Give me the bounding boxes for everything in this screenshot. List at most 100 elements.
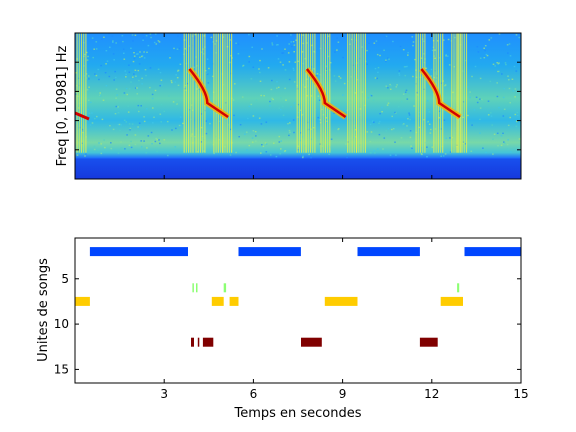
spectrogram-speckle [248, 105, 251, 108]
spectrogram-speckle [206, 73, 209, 75]
spectrogram-speckle [516, 114, 519, 117]
spectrogram-speckle [152, 107, 154, 109]
spectrogram-speckle [280, 109, 282, 111]
spectrogram-speckle [492, 153, 494, 155]
spectrogram-speckle [426, 100, 429, 102]
spectrogram-speckle [190, 135, 193, 137]
spectrogram-speckle [222, 83, 225, 86]
spectrogram-speckle [379, 120, 381, 123]
spectrogram-speckle [427, 108, 430, 111]
spectrogram-speckle [372, 99, 375, 101]
spectrogram-speckle [366, 49, 368, 52]
spectrogram-speckle [502, 115, 505, 117]
spectrogram-speckle [325, 69, 327, 72]
spectrogram-speckle [431, 49, 434, 52]
spectrogram-speckle [84, 155, 86, 157]
spectrogram-speckle [502, 96, 505, 99]
spectrogram-speckle [94, 73, 96, 75]
spectrogram-speckle [509, 55, 512, 57]
spectrogram-speckle [302, 156, 304, 159]
spectrogram-speckle [355, 129, 357, 131]
spectrogram-speckle [317, 95, 320, 97]
spectrogram-burst [314, 33, 316, 153]
spectrogram-speckle [259, 59, 261, 62]
spectrogram-speckle [505, 132, 508, 134]
raster-bar-unit-7-5 [229, 296, 239, 306]
spectrogram-speckle [199, 149, 201, 151]
spectrogram-speckle [267, 67, 270, 69]
spectrogram-burst [417, 33, 419, 153]
spectrogram-burst [451, 33, 453, 153]
spectrogram-speckle [310, 95, 313, 97]
spectrogram-speckle [261, 144, 263, 146]
spectrogram-speckle [206, 58, 209, 60]
spectrogram-speckle [259, 71, 261, 74]
spectrogram-speckle [178, 124, 181, 127]
spectrogram-speckle [444, 85, 446, 87]
spectrogram-speckle [255, 99, 258, 101]
spectrogram-speckle [151, 93, 154, 96]
spectrogram-speckle [369, 152, 372, 154]
spectrogram-speckle [146, 147, 148, 149]
spectrogram-speckle [470, 150, 473, 152]
spectrogram-speckle [518, 36, 520, 39]
raster-bar-unit-7-5 [440, 296, 462, 306]
spectrogram-speckle [395, 154, 397, 156]
spectrogram-speckle [469, 96, 471, 99]
spectrogram-speckle [506, 44, 509, 46]
spectrogram-speckle [263, 95, 265, 97]
spectrogram-speckle [200, 113, 203, 115]
spectrogram-speckle [160, 121, 162, 123]
spectrogram-speckle [90, 101, 92, 104]
spectrogram-burst [301, 33, 303, 153]
spectrogram-speckle [359, 114, 361, 116]
spectrogram-speckle [374, 67, 377, 70]
spectrogram-speckle [445, 55, 447, 57]
spectrogram-speckle [133, 73, 135, 75]
spectrogram-speckle [141, 33, 144, 36]
spectrogram-speckle [163, 139, 166, 141]
spectrogram-speckle [247, 117, 249, 120]
spectrogram-speckle [87, 99, 90, 101]
spectrogram-speckle [443, 119, 446, 121]
spectrogram-speckle [128, 123, 131, 125]
spectrogram-speckle [284, 87, 286, 90]
spectrogram-speckle [96, 115, 98, 118]
spectrogram-speckle [169, 57, 171, 59]
spectrogram-speckle [200, 141, 203, 143]
spectrogram-speckle [255, 135, 257, 137]
spectrogram-speckle [337, 41, 340, 43]
spectrogram-burst [80, 33, 83, 153]
spectrogram-burst [215, 33, 217, 153]
spectrogram-speckle [246, 131, 248, 133]
spectrogram-speckle [193, 66, 195, 68]
spectrogram-speckle [140, 105, 142, 107]
spectrogram-speckle [412, 44, 414, 47]
spectrogram-speckle [252, 66, 255, 68]
spectrogram-speckle [421, 153, 423, 156]
spectrogram-speckle [379, 54, 381, 57]
spectrogram-speckle [318, 99, 321, 101]
spectrogram-speckle [265, 121, 268, 123]
spectrogram-speckle [438, 117, 441, 119]
spectrogram-speckle [497, 63, 500, 65]
spectrogram-burst [439, 33, 442, 153]
spectrogram-speckle [383, 137, 386, 139]
spectrogram-speckle [93, 48, 95, 50]
spectrogram-speckle [118, 123, 121, 126]
spectrogram-speckle [314, 108, 317, 111]
spectrogram-speckle [376, 77, 378, 80]
spectrogram-speckle [178, 47, 181, 50]
spectrogram-speckle [336, 49, 338, 51]
spectrogram-burst [183, 33, 185, 153]
spectrogram-speckle [94, 117, 96, 120]
spectrogram-burst [199, 33, 202, 153]
spectrogram-speckle [493, 133, 496, 135]
spectrogram-speckle [508, 87, 511, 90]
spectrogram-speckle [248, 55, 251, 58]
spectrogram-speckle [290, 41, 292, 43]
spectrogram-speckle [426, 156, 428, 158]
spectrogram-speckle [504, 62, 507, 64]
spectrogram-speckle [467, 114, 469, 117]
spectrogram-speckle [218, 120, 221, 122]
